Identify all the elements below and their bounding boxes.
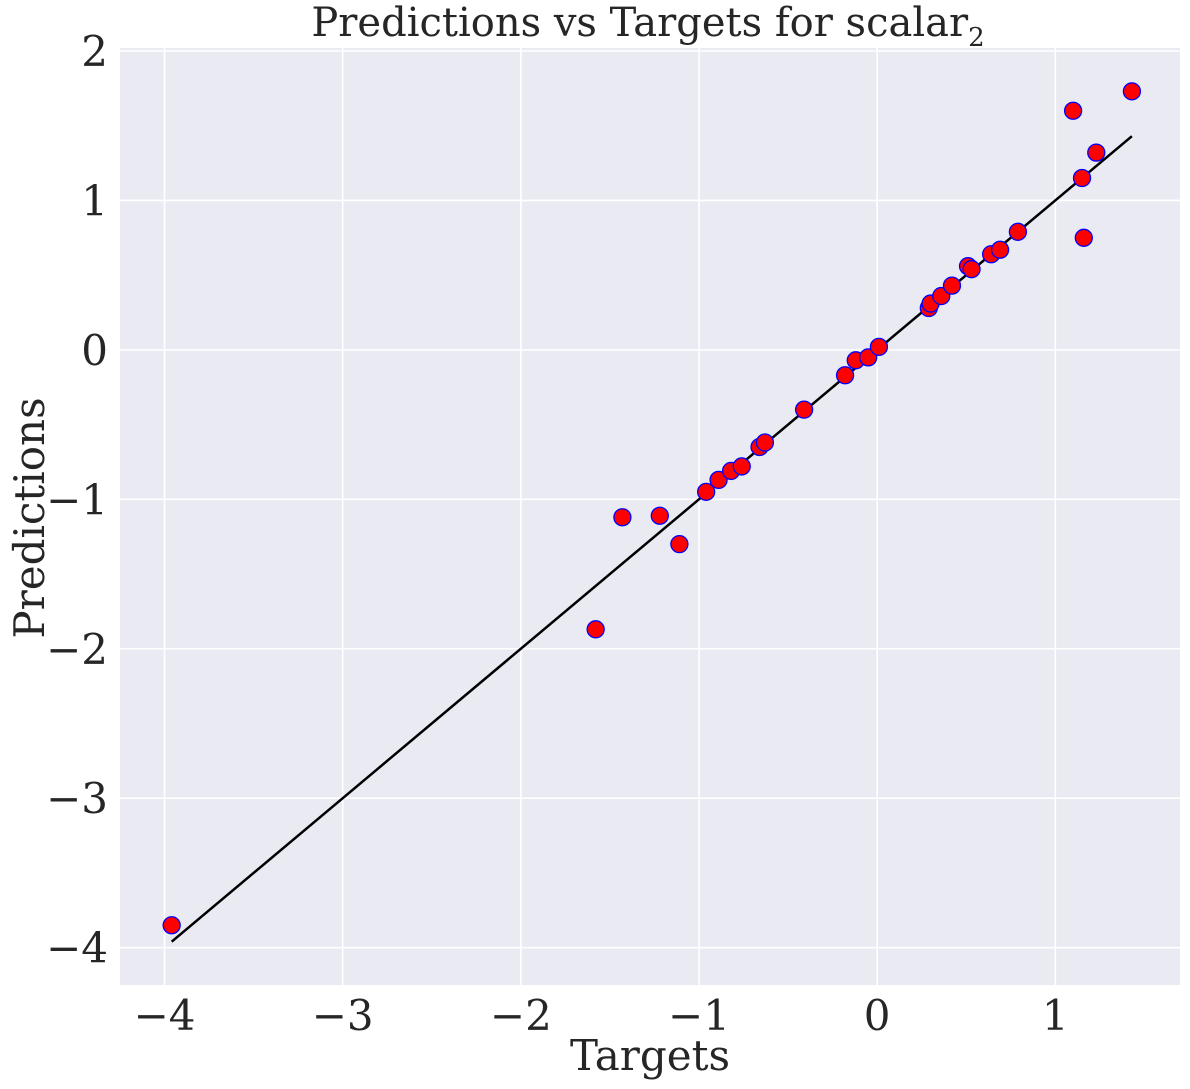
x-tick-label: −2 <box>490 991 552 1040</box>
x-tick-label: −4 <box>134 991 196 1040</box>
grid-lines <box>120 48 1180 985</box>
data-point <box>835 366 855 385</box>
chart-title-subscript: 2 <box>968 23 985 53</box>
chart-title-main: Predictions vs Targets for scalar <box>311 0 969 46</box>
data-point <box>1087 143 1106 162</box>
data-point <box>794 400 814 419</box>
y-tick-label: −3 <box>46 774 108 823</box>
x-tick-labels: −4 −3 −2 −1 0 1 <box>134 991 1069 1040</box>
data-point <box>1008 222 1028 241</box>
x-tick-label: −3 <box>312 991 374 1040</box>
data-point <box>613 508 632 527</box>
x-tick-label: 0 <box>864 991 891 1040</box>
data-point <box>732 457 751 476</box>
data-point <box>1063 101 1083 120</box>
data-point <box>586 620 605 639</box>
data-point <box>696 482 716 501</box>
y-axis-label: Predictions <box>5 397 54 638</box>
data-point <box>1074 228 1093 247</box>
y-tick-label: 1 <box>81 176 108 225</box>
data-point <box>755 433 775 452</box>
data-point <box>709 470 728 490</box>
y-tick-label: −2 <box>46 625 108 674</box>
y-tick-label: −1 <box>46 475 108 524</box>
x-tick-label: 1 <box>1042 991 1069 1040</box>
y-tick-label: −4 <box>46 924 108 973</box>
data-point <box>990 240 1010 259</box>
data-point <box>869 337 889 357</box>
chart-title: Predictions vs Targets for scalar2 <box>311 0 984 53</box>
x-axis-label: Targets <box>570 1031 730 1080</box>
y-tick-label: 2 <box>81 27 108 76</box>
data-point <box>670 534 689 554</box>
x-tick-label: −1 <box>668 991 730 1040</box>
data-point <box>162 916 181 935</box>
data-point <box>962 260 981 279</box>
data-point <box>942 276 962 295</box>
data-point <box>1072 168 1092 188</box>
plot-background <box>120 48 1180 985</box>
y-tick-label: 0 <box>81 326 108 375</box>
data-point <box>1122 82 1142 101</box>
data-point <box>650 506 669 525</box>
y-tick-labels: −4 −3 −2 −1 0 1 2 <box>46 27 108 973</box>
data-points <box>162 82 1142 935</box>
